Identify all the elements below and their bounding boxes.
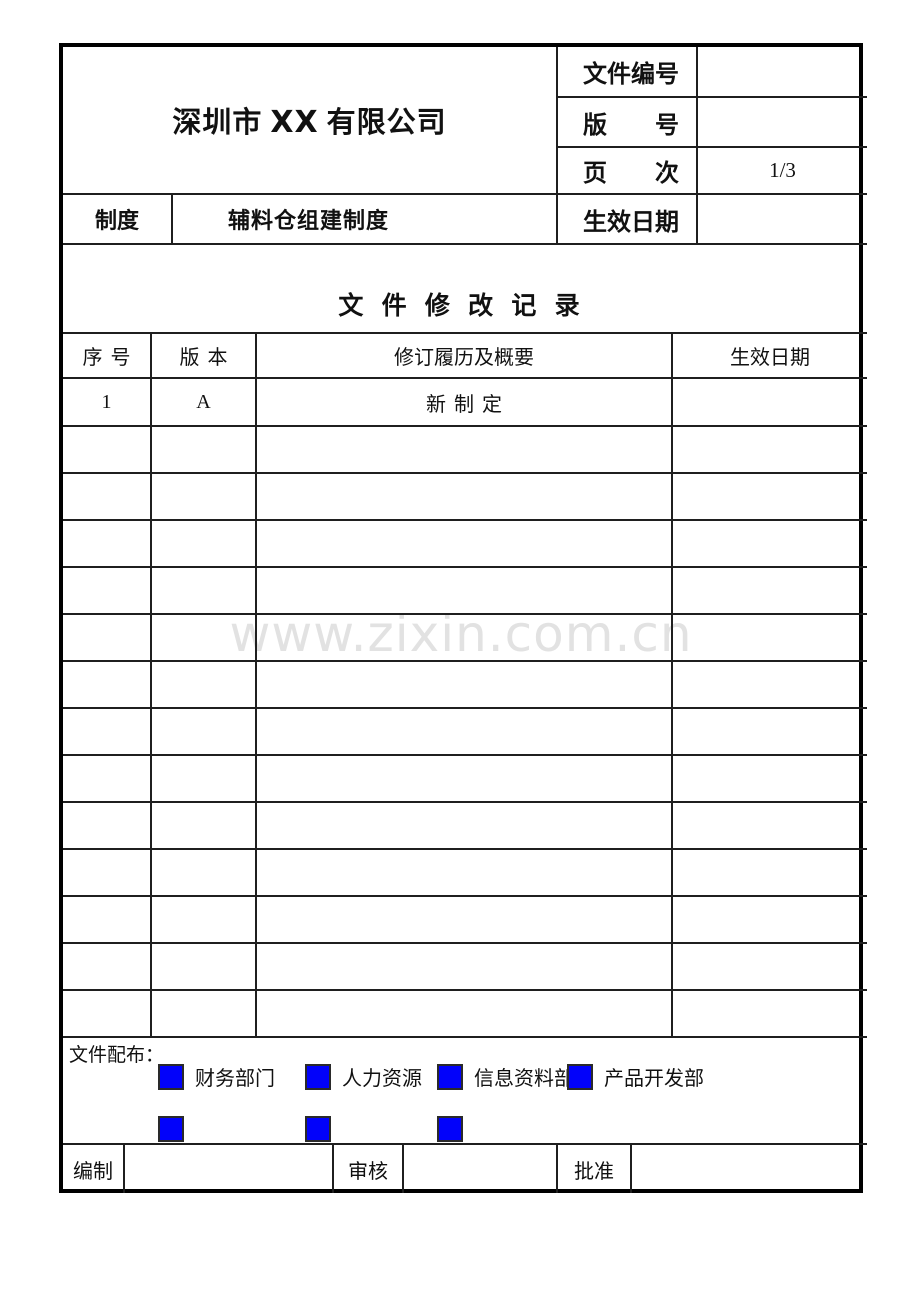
col-header-version: 版 本 (150, 332, 257, 379)
page-label: 页 次 (557, 146, 699, 195)
signature-table: 编制 审核 批准 (63, 1143, 867, 1193)
doc-type-label: 制度 (63, 193, 173, 245)
revision-cell-summary: 新 制 定 (255, 377, 673, 427)
revision-table: 序 号 版 本 修订履历及概要 生效日期 1 A 新 制 定 (63, 332, 867, 1038)
prepared-label: 编制 (63, 1143, 125, 1193)
revision-empty-row (63, 801, 867, 850)
distribution-item-finance: 财务部门 (158, 1062, 275, 1091)
revision-cell-date (671, 377, 867, 427)
checkbox-icon (437, 1116, 463, 1142)
checkbox-icon (305, 1116, 331, 1142)
revision-empty-row (63, 519, 867, 568)
version-value-cell (696, 96, 868, 148)
col-header-no: 序 号 (63, 332, 152, 379)
version-label: 版 号 (557, 96, 699, 148)
document-content: 深圳市 XX 有限公司 文件编号 版 号 页 次 1/3 制度 辅料仓组建制度 生效… (63, 47, 868, 1193)
checkbox-icon (437, 1063, 463, 1090)
revision-cell-no: 1 (63, 377, 152, 427)
checkbox-icon (158, 1063, 184, 1090)
reviewed-label: 审核 (332, 1143, 404, 1193)
distribution-item-label: 产品开发部 (604, 1068, 704, 1090)
revision-empty-row (63, 848, 867, 897)
effective-date-label: 生效日期 (556, 193, 699, 245)
doc-title: 辅料仓组建制度 (170, 193, 559, 245)
revision-header-row: 序 号 版 本 修订履历及概要 生效日期 (63, 332, 867, 379)
distribution-item-hr: 人力资源 (305, 1062, 422, 1091)
doc-no-label: 文件编号 (556, 47, 699, 98)
col-header-date: 生效日期 (671, 332, 867, 379)
doc-no-value-cell (696, 47, 868, 98)
distribution-item-info: 信息资料部 (437, 1062, 574, 1091)
company-name-cell: 深圳市 XX 有限公司 (63, 47, 559, 195)
revision-empty-row (63, 895, 867, 944)
revision-empty-row (63, 707, 867, 756)
checkbox-icon (305, 1063, 331, 1090)
revision-cell-version: A (150, 377, 257, 427)
page-title: 文 件 修 改 记 录 (338, 293, 584, 320)
distribution-caption: 文件配布： (69, 1045, 165, 1066)
revision-empty-row (63, 566, 867, 615)
revision-empty-row (63, 613, 867, 662)
distribution-item-product: 产品开发部 (567, 1062, 704, 1091)
document-header-table: 深圳市 XX 有限公司 文件编号 版 号 页 次 1/3 制度 辅料仓组建制度 生效… (63, 47, 868, 245)
checkbox-icon (158, 1116, 184, 1142)
col-header-summary: 修订履历及概要 (255, 332, 673, 379)
company-name-prefix: 深圳市 (172, 107, 263, 139)
revision-row: 1 A 新 制 定 (63, 377, 867, 427)
document-frame: www.zixin.com.cn 深圳市 XX 有限公司 文件编号 版 号 页 次 … (59, 43, 868, 1193)
prepared-value-cell (123, 1143, 334, 1193)
revision-empty-row (63, 989, 867, 1038)
checkbox-icon (567, 1063, 593, 1090)
revision-empty-row (63, 472, 867, 521)
revision-empty-row (63, 660, 867, 709)
approved-value-cell (630, 1143, 867, 1193)
revision-empty-row (63, 754, 867, 803)
distribution-item-label: 财务部门 (195, 1068, 275, 1090)
title-band: 文 件 修 改 记 录 (63, 245, 859, 332)
company-code: XX (270, 105, 319, 140)
distribution-item-label: 人力资源 (342, 1068, 422, 1090)
reviewed-value-cell (402, 1143, 558, 1193)
company-name-suffix: 有限公司 (326, 107, 447, 139)
revision-empty-row (63, 942, 867, 991)
approved-label: 批准 (556, 1143, 632, 1193)
page-value: 1/3 (696, 146, 868, 195)
company-name: 深圳市 XX 有限公司 (172, 105, 447, 140)
revision-empty-row (63, 425, 867, 474)
distribution-section: 文件配布： 财务部门 人力资源 信息资料部 产品开发部 (63, 1038, 859, 1143)
effective-date-value-cell (696, 193, 868, 245)
distribution-item-label: 信息资料部 (474, 1068, 574, 1090)
